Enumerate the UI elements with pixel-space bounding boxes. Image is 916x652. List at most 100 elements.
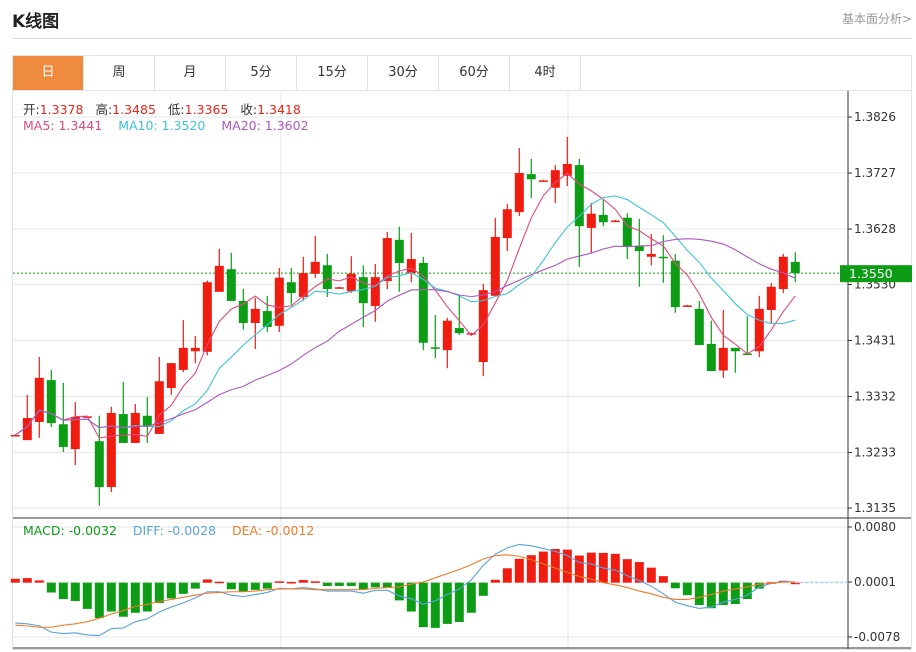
tab-4hour[interactable]: 4时 (510, 56, 581, 90)
candle-down (262, 311, 272, 327)
macd-bar (466, 582, 476, 613)
ma20-line (14, 238, 796, 436)
y-tick-label: 1.3826 (854, 110, 896, 124)
candle-down (94, 441, 104, 488)
macd-bar (790, 582, 800, 585)
candle-up (442, 320, 452, 351)
candle-up (754, 308, 764, 352)
candle-down (118, 414, 128, 443)
divider (12, 38, 912, 39)
candle-up (718, 347, 728, 371)
macd-bar (262, 582, 272, 589)
candle-down (634, 246, 644, 252)
macd-bar (526, 555, 536, 583)
close-value: 1.3418 (257, 102, 301, 117)
macd-bar (46, 582, 56, 593)
candle-down (46, 380, 56, 424)
candle-up (502, 209, 512, 239)
macd-bar (58, 582, 68, 600)
candle-up (478, 290, 488, 363)
tab-month[interactable]: 月 (155, 56, 226, 90)
tab-5min[interactable]: 5分 (226, 56, 297, 90)
candle-up (550, 170, 560, 188)
macd-bar (178, 582, 188, 594)
macd-bar (670, 582, 680, 589)
fundamental-analysis-link[interactable]: 基本面分析> (841, 12, 912, 26)
macd-bar (706, 582, 716, 609)
candle-down (658, 256, 668, 259)
macd-bar (394, 582, 404, 601)
candle-up (178, 347, 188, 370)
candle-down (430, 347, 440, 349)
ma5-value: MA5: 1.3441 (23, 118, 103, 133)
tab-15min[interactable]: 15分 (297, 56, 368, 90)
candle-down (286, 282, 296, 293)
y-tick-label: 1.3628 (854, 222, 896, 236)
tab-week[interactable]: 周 (84, 56, 155, 90)
candle-up (334, 287, 344, 289)
candle-down (394, 239, 404, 263)
macd-bar (658, 576, 668, 583)
close-label: 收: (240, 102, 258, 117)
tab-day[interactable]: 日 (13, 56, 84, 90)
candle-down (238, 300, 248, 323)
macd-bar (622, 559, 632, 583)
open-label: 开: (23, 102, 40, 117)
macd-bar (454, 582, 464, 622)
macd-bar (442, 582, 452, 624)
ma-readout: MA5: 1.3441 MA10: 1.3520 MA20: 1.3602 (23, 118, 309, 133)
macd-bar (694, 582, 704, 605)
macd-bar (10, 578, 20, 583)
candle-down (418, 262, 428, 343)
candle-down (574, 165, 584, 227)
candle-down (790, 261, 800, 274)
tab-30min[interactable]: 30分 (368, 56, 439, 90)
candle-up (382, 238, 392, 282)
candle-up (34, 377, 44, 422)
macd-bar (130, 582, 140, 613)
macd-bar (286, 582, 296, 584)
candle-down (526, 174, 536, 180)
macd-bar (538, 551, 548, 583)
candle-down (730, 347, 740, 352)
candle-up (70, 416, 80, 450)
candle-up (538, 180, 548, 182)
macd-bar (358, 582, 368, 590)
macd-readout: MACD: -0.0032 DIFF: -0.0028 DEA: -0.0012 (23, 523, 314, 538)
candle-down (142, 415, 152, 426)
candle-down (706, 343, 716, 372)
macd-y-tick-label: 0.0001 (854, 575, 896, 589)
low-value: 1.3365 (184, 102, 229, 117)
candle-up (202, 282, 212, 352)
candle-down (622, 217, 632, 247)
y-tick-label: 1.3431 (854, 334, 896, 348)
macd-bar (298, 580, 308, 583)
macd-bar (94, 582, 104, 619)
macd-bar (562, 549, 572, 583)
ma10-line (14, 195, 796, 436)
candle-up (766, 286, 776, 310)
y-tick-label: 1.3135 (854, 501, 896, 515)
candle-up (298, 273, 308, 297)
candle-down (358, 277, 368, 304)
tab-60min[interactable]: 60分 (439, 56, 510, 90)
macd-bar (574, 555, 584, 583)
macd-bar (430, 582, 440, 628)
macd-bar (226, 582, 236, 590)
macd-bar (190, 582, 200, 589)
candle-down (322, 265, 332, 290)
y-tick-label: 1.3233 (854, 446, 896, 460)
macd-bar (478, 582, 488, 596)
macd-bar (142, 582, 152, 612)
macd-bar (250, 582, 260, 590)
macd-bar (490, 579, 500, 583)
macd-bar (730, 582, 740, 604)
macd-bar (382, 582, 392, 588)
candle-up (562, 163, 572, 176)
macd-bar (742, 582, 752, 600)
macd-bar (202, 579, 212, 583)
candle-up (10, 435, 20, 437)
candle-down (58, 424, 68, 447)
macd-bar (502, 568, 512, 583)
